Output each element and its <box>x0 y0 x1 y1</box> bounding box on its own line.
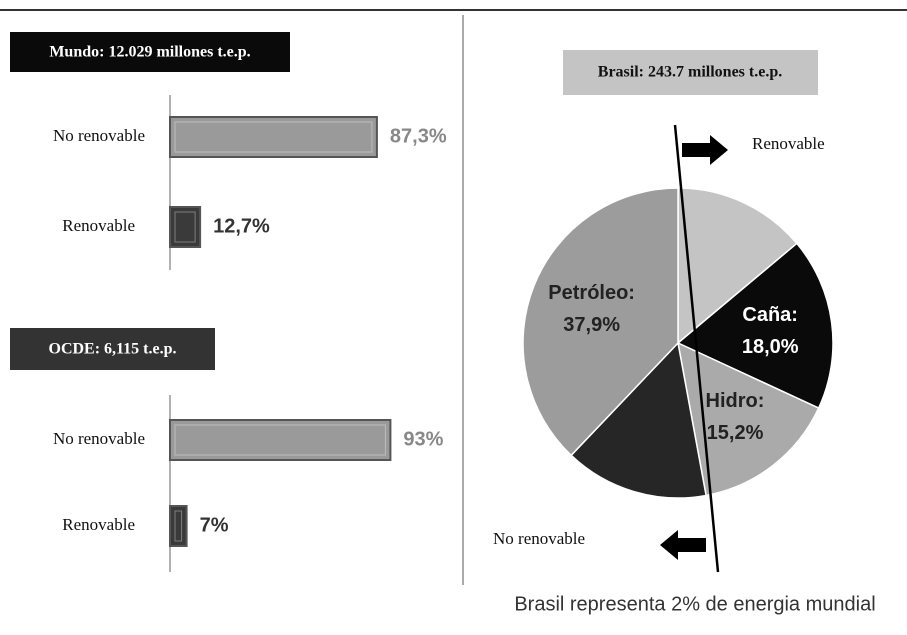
pie-slice <box>676 341 820 497</box>
slice-value: 18,0% <box>742 336 799 358</box>
pie-slice <box>676 242 834 410</box>
bar-bevel <box>174 424 386 456</box>
bar <box>169 419 392 461</box>
title-box <box>10 32 290 72</box>
category-label: No renovable <box>53 429 145 448</box>
bar <box>169 505 188 547</box>
value-label: 7% <box>200 514 229 536</box>
slice-label: Caña: <box>742 304 798 326</box>
pie-slice <box>570 341 707 499</box>
split-line <box>673 124 720 573</box>
panel-title: Brasil: 243.7 millones t.e.p. <box>598 64 782 81</box>
panel-title: OCDE: 6,115 t.e.p. <box>49 341 177 358</box>
value-label: 93% <box>403 428 443 450</box>
slice-label: Hidro: <box>706 390 765 412</box>
bar <box>169 116 378 158</box>
category-label: No renovable <box>53 126 145 145</box>
title-box <box>10 328 215 370</box>
bar-bevel <box>174 211 196 243</box>
bar-bevel <box>174 510 183 542</box>
pie-slice <box>522 187 679 457</box>
pie-slice <box>677 187 798 345</box>
footer-note: Brasil representa 2% de energia mundial <box>514 593 875 615</box>
category-label: Renovable <box>62 216 135 235</box>
slice-label: Petróleo: <box>548 282 635 304</box>
annotation: Renovable <box>752 134 825 153</box>
panel-title: Mundo: 12.029 millones t.e.p. <box>49 44 250 61</box>
arrow-left <box>660 530 706 560</box>
value-label: 12,7% <box>213 215 270 237</box>
arrow-right <box>682 135 728 165</box>
value-label: 87,3% <box>390 125 447 147</box>
category-label: Renovable <box>62 515 135 534</box>
slice-value: 15,2% <box>707 422 764 444</box>
bar-bevel <box>174 121 373 153</box>
bar <box>169 206 202 248</box>
title-box <box>563 50 818 95</box>
slice-value: 37,9% <box>563 314 620 336</box>
annotation: No renovable <box>493 529 585 548</box>
